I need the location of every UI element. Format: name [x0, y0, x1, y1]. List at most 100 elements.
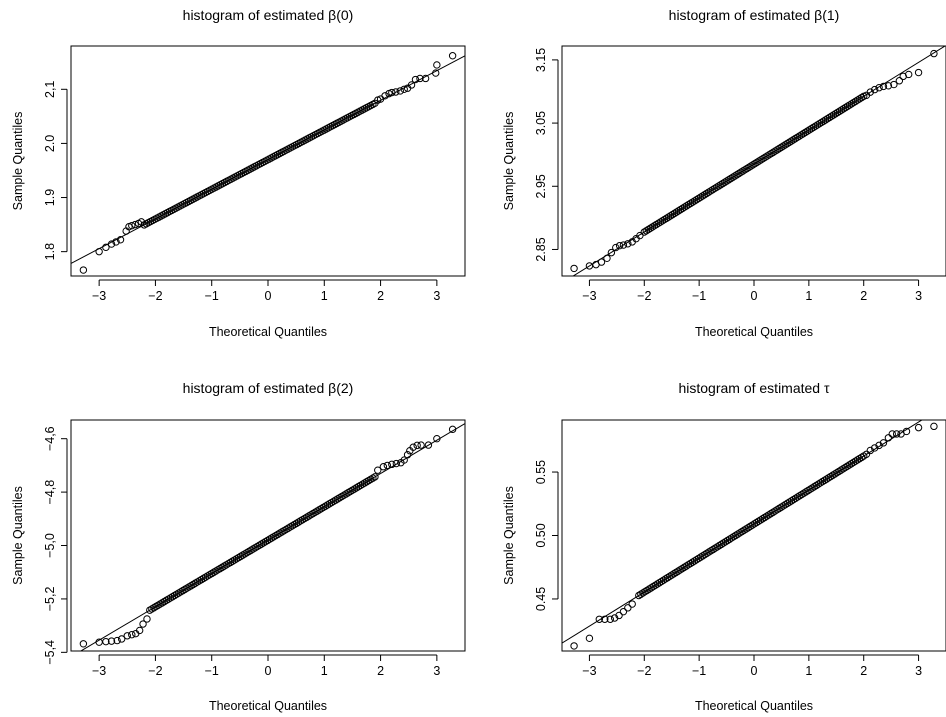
qq-point	[723, 536, 732, 545]
qq-point	[847, 460, 856, 468]
qq-point	[417, 441, 425, 449]
qq-point	[433, 434, 441, 443]
qq-point	[692, 555, 701, 564]
x-tick-label: −2	[637, 664, 651, 678]
qq-point	[187, 582, 195, 590]
y-tick-label: 3.15	[534, 48, 548, 72]
qq-point	[388, 460, 396, 469]
qq-point	[334, 495, 342, 503]
qq-point	[379, 463, 388, 471]
qq-point	[699, 552, 707, 560]
x-tick-label: −2	[637, 289, 651, 303]
qq-point	[241, 550, 249, 558]
x-tick-label: 0	[751, 289, 758, 303]
plot-frame	[70, 419, 466, 652]
qq-point	[400, 456, 408, 464]
qq-point	[615, 241, 624, 250]
qq-point	[448, 52, 457, 60]
y-axis-label: Sample Quantiles	[502, 112, 516, 211]
qq-point	[158, 599, 166, 607]
qq-point	[624, 604, 632, 612]
qq-point	[421, 74, 430, 83]
qq-point	[672, 208, 681, 216]
qq-point	[804, 486, 812, 495]
qq-point	[721, 178, 729, 186]
qq-point	[837, 106, 846, 114]
x-tick-label: −1	[205, 289, 219, 303]
qq-point	[688, 198, 697, 206]
x-tick-label: −1	[692, 664, 706, 678]
qq-point	[831, 470, 839, 478]
qq-panel-1: histogram of estimated β(1) −3 −2 −1 0 1 2 3 2.8…	[502, 7, 946, 339]
qq-point	[653, 580, 662, 588]
qq-point	[732, 531, 740, 540]
panel-title: histogram of estimated β(1)	[669, 7, 840, 23]
qq-point	[779, 142, 787, 150]
qq-point	[845, 101, 854, 109]
qq-point	[102, 637, 110, 646]
qq-point	[664, 213, 673, 221]
qq-point	[791, 494, 800, 502]
qq-point	[369, 474, 377, 482]
qq-point	[641, 587, 649, 596]
qq-point	[757, 156, 765, 164]
qq-point	[286, 523, 294, 531]
qq-point	[362, 478, 371, 486]
y-tick-label: 0.50	[534, 523, 548, 547]
y-tick-label: 1.9	[43, 189, 57, 206]
qq-point	[135, 626, 144, 635]
qq-point	[833, 468, 841, 477]
qq-point	[228, 557, 237, 565]
qq-point	[890, 80, 898, 89]
qq-point	[835, 107, 844, 115]
qq-point	[307, 511, 315, 519]
qq-point	[220, 562, 228, 570]
qq-point	[719, 179, 727, 188]
qq-point	[338, 492, 346, 501]
qq-point	[396, 87, 404, 95]
qq-point	[738, 527, 746, 536]
qq-point	[150, 604, 158, 612]
qq-point	[725, 176, 733, 184]
qq-point	[325, 500, 334, 508]
qq-point	[787, 497, 796, 505]
qq-point	[676, 205, 685, 214]
qq-point	[160, 597, 168, 606]
qq-point	[829, 471, 837, 479]
qq-point	[808, 484, 816, 492]
qq-point	[892, 430, 901, 438]
qq-point	[214, 566, 222, 574]
qq-point	[662, 214, 671, 223]
qq-point	[666, 572, 674, 581]
qq-point	[694, 554, 703, 563]
qq-point	[245, 547, 253, 556]
qq-point	[131, 220, 139, 229]
qq-point	[656, 218, 665, 226]
qq-point	[735, 169, 743, 178]
qq-point	[930, 422, 938, 431]
qq-point	[713, 183, 721, 191]
qq-point	[383, 461, 392, 470]
qq-point	[781, 141, 789, 149]
qq-point	[288, 522, 297, 530]
qq-point	[835, 467, 843, 476]
qq-point	[763, 512, 771, 520]
qq-point	[705, 188, 713, 196]
qq-point	[798, 490, 806, 499]
qq-point	[727, 174, 735, 183]
x-tick-label: −2	[148, 664, 162, 678]
qq-point	[102, 243, 110, 252]
qq-point	[222, 561, 230, 569]
qq-point	[748, 521, 756, 529]
qq-point	[348, 486, 356, 495]
x-tick-label: 0	[751, 664, 758, 678]
qq-point	[350, 485, 358, 493]
y-tick-label: 2.95	[534, 174, 548, 198]
x-axis-label: Theoretical Quantiles	[209, 699, 327, 713]
qq-point	[570, 264, 578, 273]
qq-point	[201, 573, 210, 581]
qq-point	[236, 552, 245, 561]
qq-point	[655, 579, 664, 587]
qq-point	[709, 545, 717, 554]
